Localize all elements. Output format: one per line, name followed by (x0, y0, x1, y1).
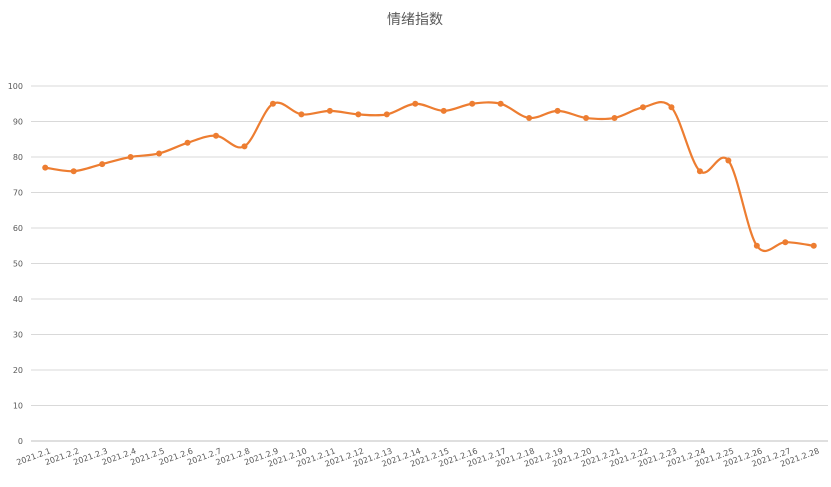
marker (753, 242, 760, 249)
marker (639, 104, 646, 111)
marker (99, 161, 106, 168)
y-tick-label: 70 (13, 189, 23, 198)
marker (554, 107, 561, 114)
marker (70, 168, 77, 175)
y-tick-label: 0 (18, 437, 23, 446)
marker (42, 164, 49, 171)
marker (269, 100, 276, 107)
line (45, 101, 814, 253)
marker (326, 107, 333, 114)
chart-title: 情绪指数 (387, 12, 443, 28)
marker (497, 100, 504, 107)
y-tick-label: 50 (13, 260, 23, 269)
marker (156, 150, 163, 157)
marker (355, 111, 362, 118)
y-tick-label: 80 (13, 153, 23, 162)
marker (696, 168, 703, 175)
marker (412, 100, 419, 107)
marker (298, 111, 305, 118)
marker (469, 100, 476, 107)
marker (668, 104, 675, 111)
marker (213, 132, 220, 139)
y-tick-label: 30 (13, 331, 23, 340)
marker (184, 139, 191, 146)
marker (725, 157, 732, 164)
marker (810, 242, 817, 249)
y-tick-label: 10 (13, 402, 23, 411)
marker (583, 114, 590, 121)
y-tick-label: 90 (13, 118, 23, 127)
marker (383, 111, 390, 118)
y-tick-label: 40 (13, 295, 23, 304)
y-tick-label: 20 (13, 366, 23, 375)
marker (526, 114, 533, 121)
y-tick-label: 100 (8, 82, 23, 91)
marker (782, 239, 789, 246)
marker (440, 107, 447, 114)
marker (127, 154, 134, 160)
y-tick-label: 60 (13, 224, 23, 233)
marker (241, 143, 248, 150)
marker (611, 114, 618, 121)
